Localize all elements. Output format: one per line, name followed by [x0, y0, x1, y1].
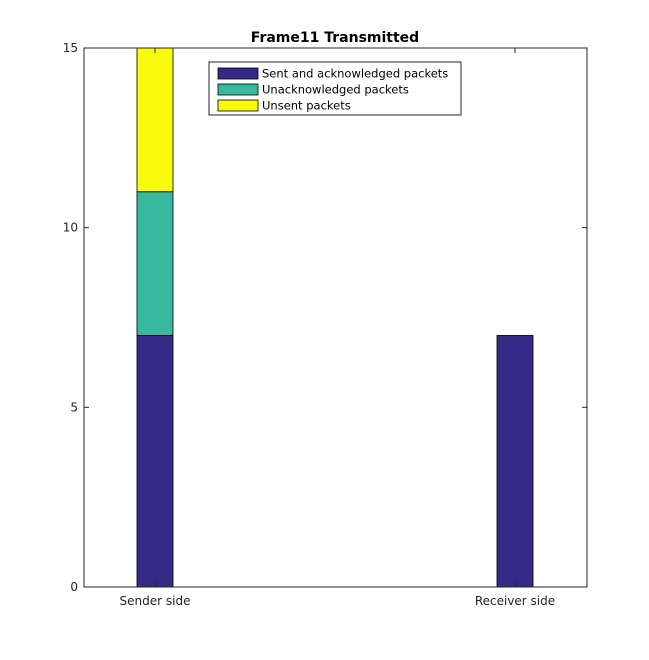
y-tick-label: 0 — [70, 580, 78, 594]
x-tick-label: Receiver side — [475, 594, 555, 608]
chart-title: Frame11 Transmitted — [251, 30, 419, 46]
legend: Sent and acknowledged packets Unacknowled… — [208, 61, 462, 116]
legend-label: Unacknowledged packets — [262, 83, 409, 97]
bars-group — [136, 47, 534, 588]
y-tick-label: 15 — [63, 41, 78, 55]
bar-sender-series-2 — [136, 191, 174, 336]
legend-label: Unsent packets — [262, 99, 351, 113]
legend-label: Sent and acknowledged packets — [262, 67, 448, 81]
legend-swatch — [217, 83, 259, 96]
axes-group: 0 5 10 15 Sender side Receiver side — [63, 41, 588, 608]
y-tick-label: 10 — [63, 221, 78, 235]
bar-sender-series-3 — [136, 47, 174, 193]
bar-receiver-series-1 — [496, 335, 534, 588]
bar-sender-series-1 — [136, 335, 174, 588]
legend-swatch — [217, 67, 259, 80]
legend-swatch — [217, 99, 259, 112]
axes-box — [83, 47, 588, 588]
x-tick-label: Sender side — [120, 594, 191, 608]
y-tick-label: 5 — [70, 400, 78, 414]
